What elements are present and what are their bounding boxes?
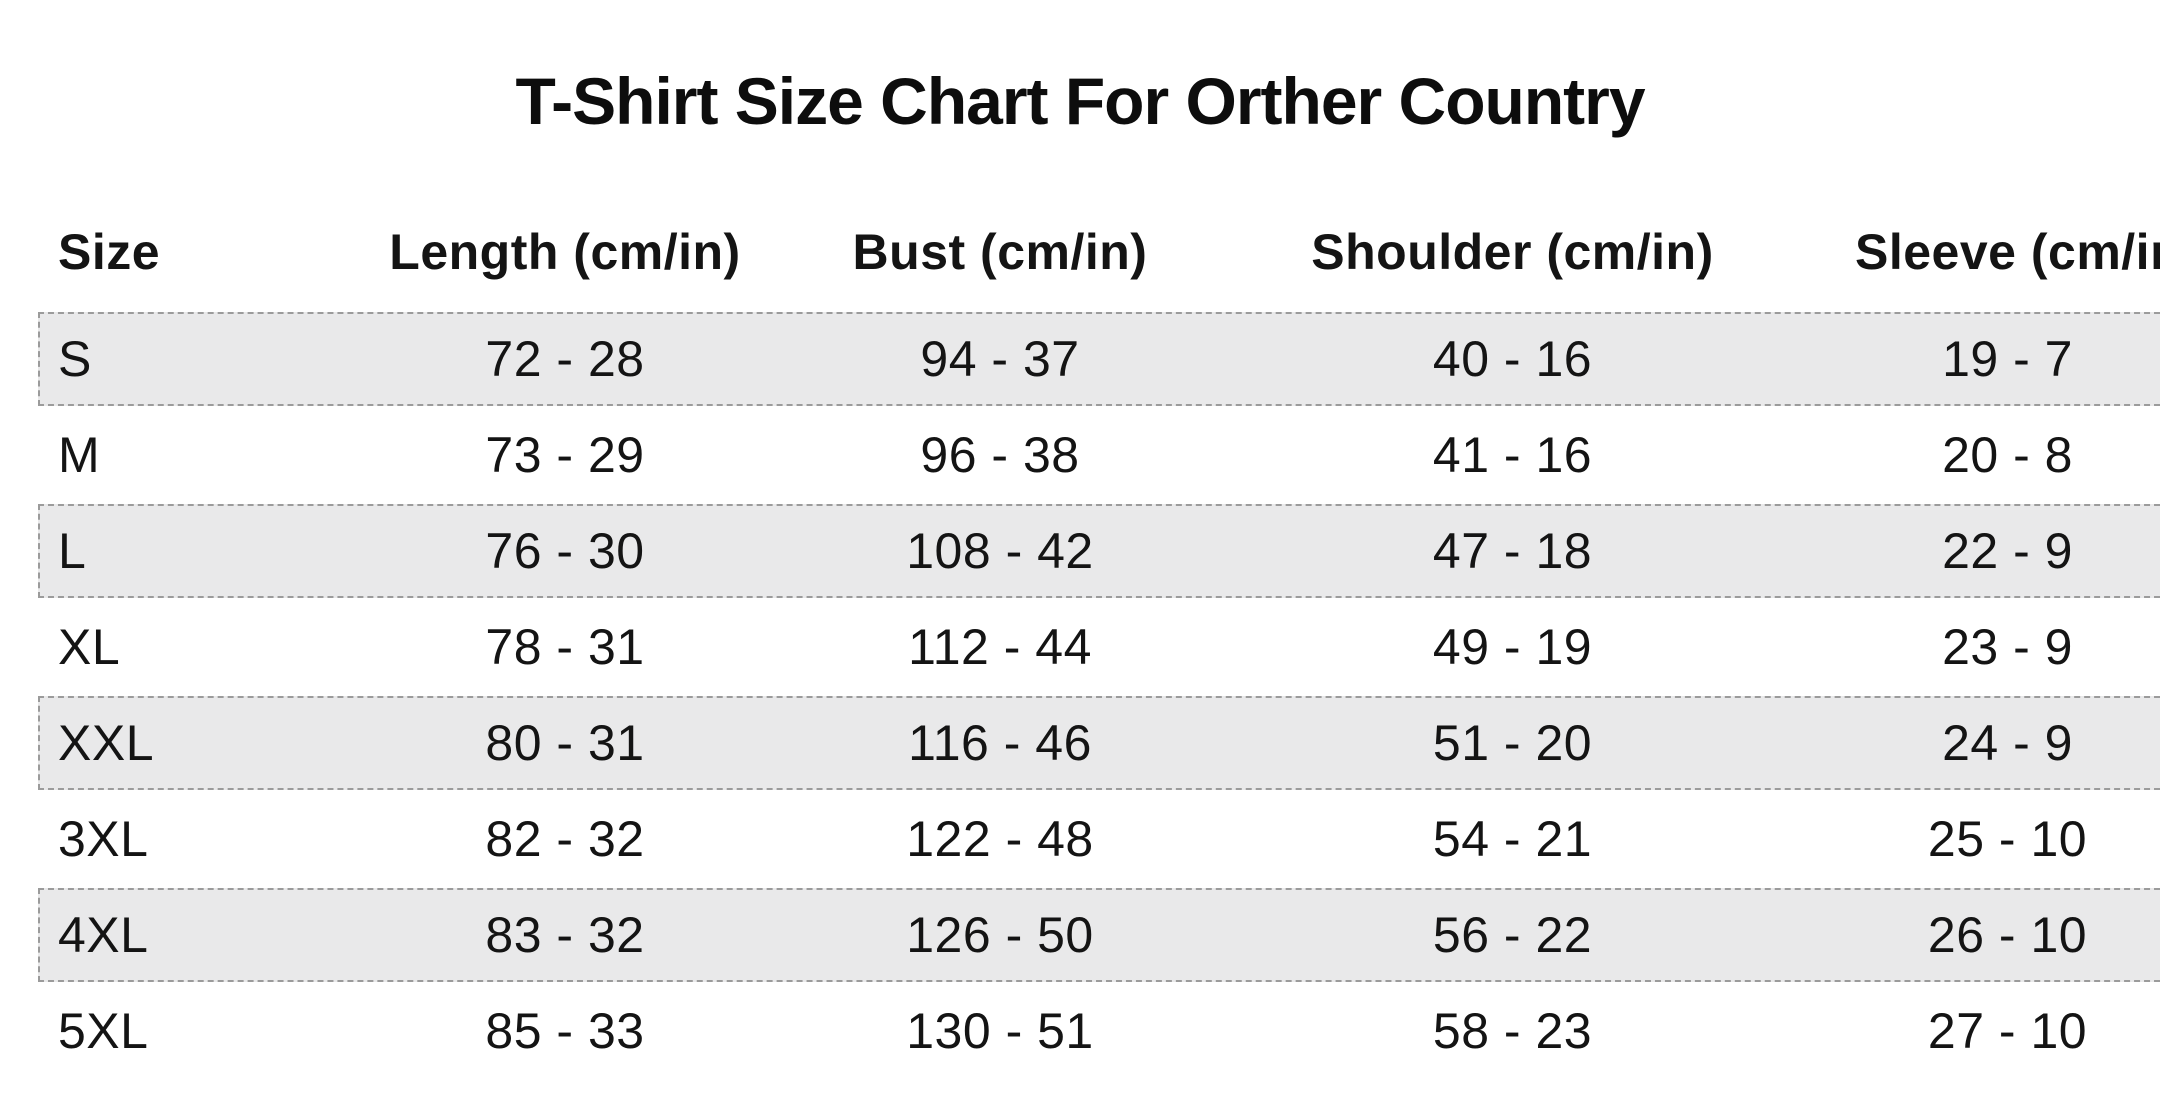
sleeve-cell: 27 - 10 (1927, 1003, 2088, 1059)
shoulder-cell: 58 - 23 (1432, 1003, 1593, 1059)
size-cell: 3XL (58, 811, 149, 867)
bust-cell: 130 - 51 (906, 1003, 1094, 1059)
sleeve-cell: 26 - 10 (1927, 907, 2088, 963)
size-table: Size Length (cm/in) Bust (cm/in) Shoulde… (0, 192, 2160, 1079)
bust-cell: 112 - 44 (908, 619, 1092, 675)
shoulder-cell: 54 - 21 (1432, 811, 1593, 867)
size-cell: 4XL (58, 907, 149, 963)
table-row-xl: XL 78 - 31 112 - 44 49 - 19 23 - 9 (0, 599, 2160, 695)
size-cell: L (58, 523, 87, 579)
size-cell: XXL (58, 715, 155, 771)
shoulder-cell: 49 - 19 (1432, 619, 1593, 675)
table-row-3xl: 3XL 82 - 32 122 - 48 54 - 21 25 - 10 (0, 791, 2160, 887)
size-cell: 5XL (58, 1003, 149, 1059)
length-cell: 80 - 31 (485, 715, 645, 771)
size-cell: M (58, 427, 101, 483)
shoulder-cell: 51 - 20 (1432, 715, 1593, 771)
sleeve-cell: 23 - 9 (1942, 619, 2073, 675)
shoulder-cell: 40 - 16 (1432, 331, 1593, 387)
table-row-m: M 73 - 29 96 - 38 41 - 16 20 - 8 (0, 407, 2160, 503)
bust-cell: 122 - 48 (906, 811, 1094, 867)
table-row-5xl: 5XL 85 - 33 130 - 51 58 - 23 27 - 10 (0, 983, 2160, 1079)
bust-cell: 94 - 37 (920, 331, 1080, 387)
column-header-sleeve: Sleeve (cm/in) (1855, 223, 2160, 280)
bust-cell: 108 - 42 (906, 523, 1094, 579)
sleeve-cell: 22 - 9 (1942, 523, 2073, 579)
sleeve-cell: 19 - 7 (1942, 331, 2073, 387)
length-cell: 82 - 32 (485, 811, 645, 867)
table-header-row: Size Length (cm/in) Bust (cm/in) Shoulde… (0, 192, 2160, 311)
sleeve-cell: 25 - 10 (1927, 811, 2088, 867)
length-cell: 73 - 29 (485, 427, 645, 483)
table-row-xxl: XXL 80 - 31 116 - 46 51 - 20 24 - 9 (0, 695, 2160, 791)
length-cell: 78 - 31 (485, 619, 645, 675)
page-title: T-Shirt Size Chart For Orther Country (515, 64, 1645, 138)
shoulder-cell: 41 - 16 (1432, 427, 1593, 483)
table-row-4xl: 4XL 83 - 32 126 - 50 56 - 22 26 - 10 (0, 887, 2160, 983)
bust-cell: 96 - 38 (920, 427, 1080, 483)
bust-cell: 116 - 46 (908, 715, 1092, 771)
size-cell: S (58, 331, 92, 387)
bust-cell: 126 - 50 (906, 907, 1094, 963)
sleeve-cell: 24 - 9 (1942, 715, 2073, 771)
table-row-s: S 72 - 28 94 - 37 40 - 16 19 - 7 (0, 311, 2160, 407)
sleeve-cell: 20 - 8 (1942, 427, 2073, 483)
column-header-size: Size (58, 223, 161, 280)
length-cell: 85 - 33 (485, 1003, 645, 1059)
column-header-length: Length (cm/in) (389, 223, 741, 280)
shoulder-cell: 47 - 18 (1432, 523, 1593, 579)
column-header-shoulder: Shoulder (cm/in) (1311, 223, 1714, 280)
column-header-bust: Bust (cm/in) (852, 223, 1148, 280)
shoulder-cell: 56 - 22 (1432, 907, 1593, 963)
size-cell: XL (58, 619, 121, 675)
length-cell: 72 - 28 (485, 331, 645, 387)
length-cell: 76 - 30 (485, 523, 645, 579)
table-row-l: L 76 - 30 108 - 42 47 - 18 22 - 9 (0, 503, 2160, 599)
length-cell: 83 - 32 (485, 907, 645, 963)
